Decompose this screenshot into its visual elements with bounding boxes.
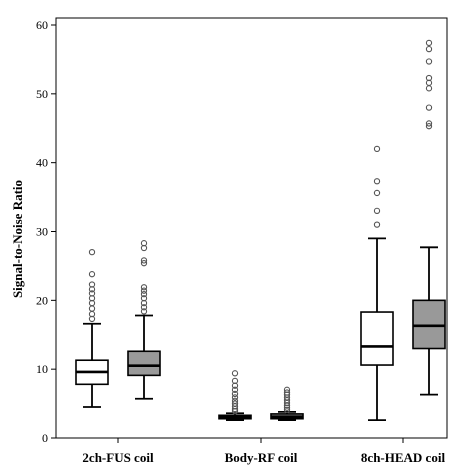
outlier-point	[373, 221, 381, 228]
outlier-point	[140, 295, 148, 302]
box-iqr	[412, 299, 446, 350]
y-tick-label: 50	[36, 87, 48, 101]
y-tick-label: 60	[36, 18, 48, 32]
outlier-point	[140, 284, 148, 291]
x-category-label: 2ch-FUS coil	[82, 450, 154, 465]
y-axis-title: Signal-to-Noise Ratio	[10, 180, 25, 298]
outlier-point	[425, 58, 433, 65]
outlier-point	[140, 308, 148, 315]
outlier-point	[140, 290, 148, 298]
x-category-label: 8ch-HEAD coil	[361, 450, 446, 465]
box-iqr	[360, 311, 394, 366]
outlier-point	[425, 123, 433, 130]
outlier-point	[231, 397, 239, 404]
y-tick-label: 30	[36, 225, 48, 239]
outlier-point	[283, 389, 291, 396]
outlier-point	[373, 207, 381, 214]
outlier-point	[373, 145, 381, 153]
y-tick-label: 10	[36, 362, 48, 376]
outlier-point	[425, 45, 433, 53]
outlier-point	[231, 394, 239, 401]
outlier-point	[140, 260, 148, 267]
box-plot	[412, 39, 446, 396]
outlier-point	[231, 400, 239, 407]
outlier-point	[283, 406, 291, 413]
outlier-point	[425, 120, 433, 127]
box-plot	[270, 386, 304, 422]
outlier-point	[140, 287, 148, 294]
outlier-point	[140, 304, 148, 311]
outlier-point	[425, 104, 433, 111]
box-iqr	[127, 350, 161, 377]
outlier-point	[231, 390, 239, 398]
outlier-point	[88, 305, 96, 312]
y-tick-label: 20	[36, 293, 48, 307]
x-category-label: Body-RF coil	[225, 450, 298, 465]
outlier-point	[88, 281, 96, 288]
box-plot	[127, 240, 161, 400]
outlier-point	[283, 386, 291, 393]
outlier-point	[140, 257, 148, 264]
outlier-point	[231, 377, 239, 385]
outlier-point	[425, 85, 433, 92]
outlier-point	[88, 248, 96, 256]
box-plot	[75, 248, 109, 408]
outlier-point	[140, 240, 148, 247]
outlier-point	[231, 370, 239, 377]
outlier-point	[88, 271, 96, 278]
outlier-point	[231, 386, 239, 393]
box-plot	[360, 145, 394, 422]
outlier-point	[88, 290, 96, 297]
outlier-point	[373, 189, 381, 197]
plot-frame	[55, 17, 448, 439]
outlier-point	[373, 178, 381, 185]
y-tick-label: 40	[36, 156, 48, 170]
outlier-point	[425, 39, 433, 47]
box-group	[75, 39, 446, 422]
box-plot	[218, 370, 252, 422]
y-tick-label: 0	[42, 431, 48, 445]
outlier-point	[425, 74, 433, 82]
axes: 0 10 20 30 40 50 60 2ch-FUS coil Body-RF coil 8ch…	[36, 17, 448, 465]
